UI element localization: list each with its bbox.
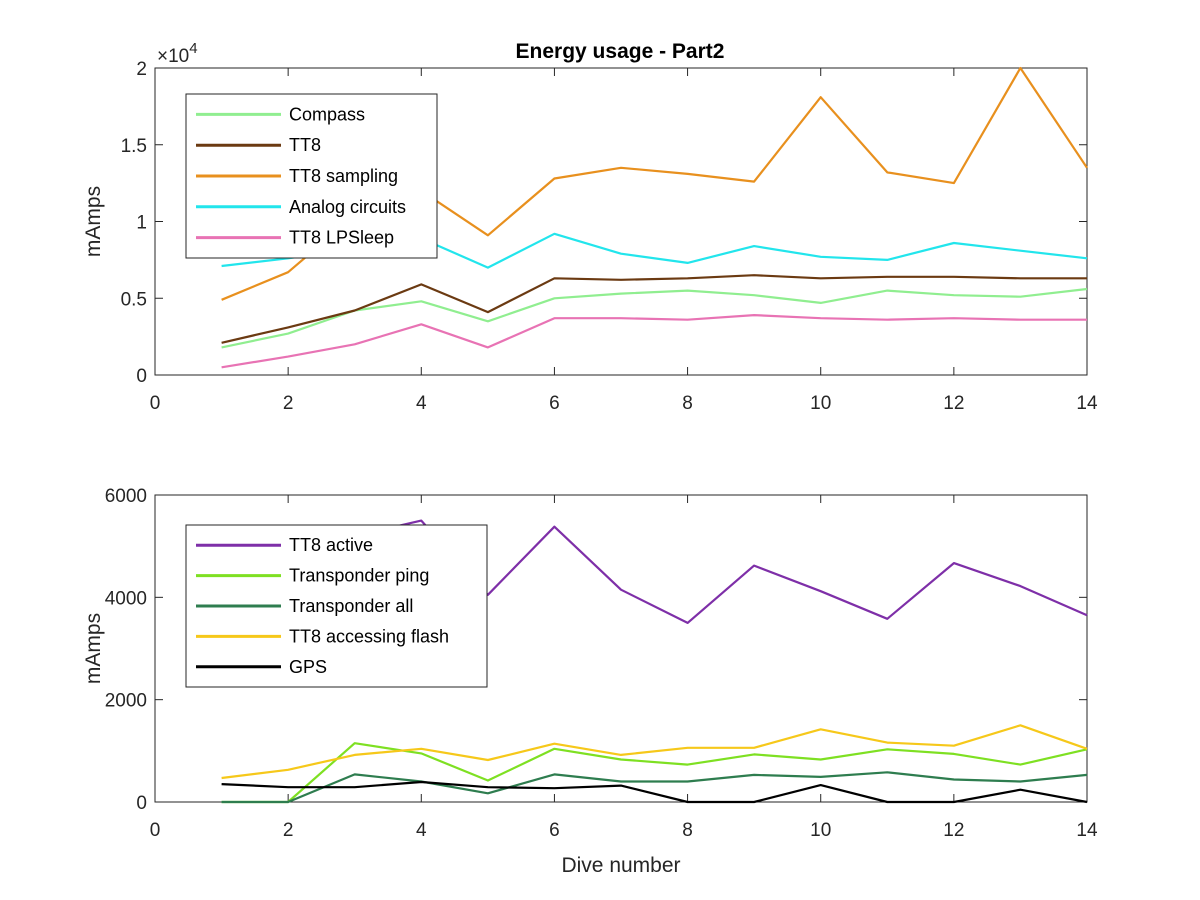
- series-line-tt8-accessing-flash: [221, 724, 1088, 780]
- x-tick-label: 6: [549, 820, 560, 841]
- legend-label-tt8-sampling: TT8 sampling: [289, 166, 398, 186]
- legend: Compass TT8 TT8 sampling Analog circuits TT8…: [185, 93, 438, 259]
- legend-label-analog-circuits: Analog circuits: [289, 197, 406, 217]
- x-tick-label: 6: [549, 393, 560, 414]
- legend-label-gps: GPS: [289, 657, 327, 677]
- bottom-subplot: 0 2 4 6 8 10 12 14 0 2000 4000 6000 mAmps Dive number…: [82, 486, 1098, 877]
- y-tick-label: 2000: [105, 691, 147, 712]
- legend-label-tt8-accessing-flash: TT8 accessing flash: [289, 626, 449, 646]
- y-tick-label: 2: [136, 59, 147, 80]
- series-line-tt8-lpsleep: [221, 314, 1087, 369]
- y-axis-label: mAmps: [82, 613, 105, 684]
- y-tick-label: 1: [136, 213, 147, 234]
- y-axis-label: mAmps: [82, 186, 105, 257]
- legend-label-transponder-ping: Transponder ping: [289, 566, 429, 586]
- series-line-compass: [221, 287, 1088, 349]
- series-line-gps: [221, 780, 1088, 804]
- x-tick-label: 14: [1076, 820, 1098, 841]
- y-tick-label: 6000: [105, 486, 147, 507]
- legend-label-tt8-lpsleep: TT8 LPSleep: [289, 228, 394, 248]
- figure-title: Energy usage - Part2: [516, 40, 725, 63]
- y-tick-label: 0: [136, 793, 147, 814]
- legend-label-tt8: TT8: [289, 135, 321, 155]
- x-tick-label: 4: [416, 393, 427, 414]
- y-tick-label: 0.5: [121, 289, 147, 310]
- x-tick-label: 14: [1076, 393, 1098, 414]
- x-tick-label: 12: [943, 820, 964, 841]
- x-tick-label: 2: [283, 393, 294, 414]
- legend-label-tt8-active: TT8 active: [289, 535, 373, 555]
- series-line-tt8: [221, 274, 1087, 344]
- series-line-transponder-ping: [221, 742, 1088, 804]
- x-axis-label: Dive number: [561, 854, 680, 877]
- x-tick-label: 2: [283, 820, 294, 841]
- x-tick-label: 0: [150, 393, 161, 414]
- x-tick-label: 10: [810, 820, 831, 841]
- series-line-transponder-all: [221, 771, 1088, 804]
- legend: TT8 active Transponder ping Transponder al…: [185, 524, 488, 688]
- top-subplot: 0 2 4 6 8 10 12 14 0 0.5 1 1.5 2 ×104 mAmps Compass TT8 T…: [82, 40, 1098, 414]
- x-tick-label: 10: [810, 393, 831, 414]
- x-tick-label: 8: [682, 820, 693, 841]
- x-tick-label: 0: [150, 820, 161, 841]
- y-tick-label: 1.5: [121, 136, 147, 157]
- x-tick-label: 8: [682, 393, 693, 414]
- y-tick-label: 4000: [105, 588, 147, 609]
- x-tick-label: 4: [416, 820, 427, 841]
- legend-label-transponder-all: Transponder all: [289, 596, 413, 616]
- y-axis-multiplier: ×104: [157, 40, 198, 67]
- y-tick-label: 0: [136, 366, 147, 387]
- legend-label-compass: Compass: [289, 104, 365, 124]
- x-tick-label: 12: [943, 393, 964, 414]
